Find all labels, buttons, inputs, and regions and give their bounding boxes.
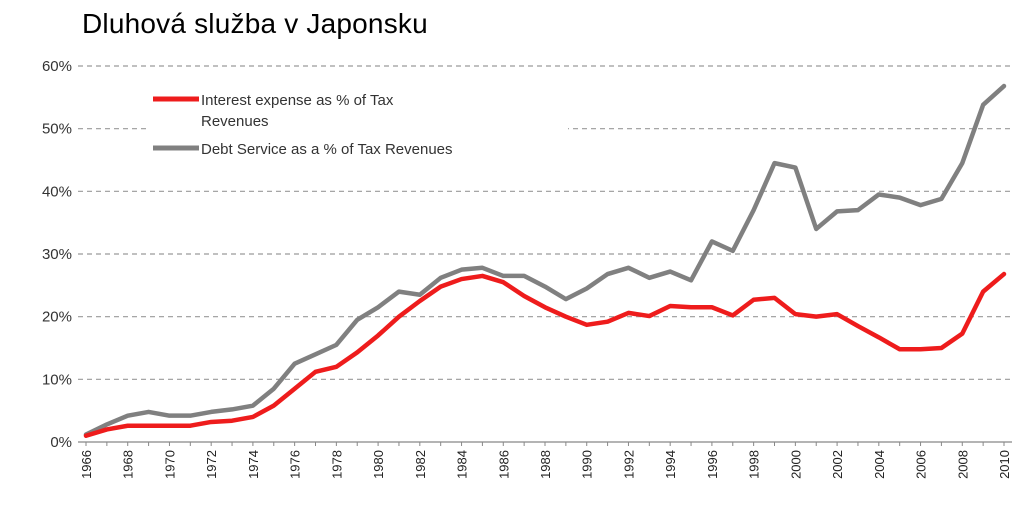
- x-tick-label: 1970: [162, 450, 177, 479]
- x-tick-label: 1986: [496, 450, 511, 479]
- legend-label: Debt Service as a % of Tax Revenues: [201, 141, 453, 158]
- x-tick-label: 2006: [914, 450, 929, 479]
- y-tick-label: 50%: [42, 121, 72, 138]
- legend-label: Interest expense as % of Tax: [201, 92, 394, 109]
- x-axis-tick-labels: 1966 1968 1970 1972 1974 1976 1978 1980 1982 1984…: [79, 450, 1012, 479]
- y-tick-label: 60%: [42, 58, 72, 75]
- x-tick-label: 1972: [204, 450, 219, 479]
- y-tick-label: 20%: [42, 309, 72, 326]
- series-line: [83, 83, 1007, 437]
- legend-background: [148, 86, 568, 166]
- y-tick-label: 10%: [42, 371, 72, 388]
- series-line: [83, 271, 1007, 438]
- y-axis-tick-labels: 0% 10% 20% 30% 40% 50% 60%: [42, 58, 72, 451]
- axes: [78, 441, 1012, 446]
- x-tick-label: 2008: [955, 450, 970, 479]
- x-tick-label: 1978: [329, 450, 344, 479]
- x-tick-label: 1974: [246, 450, 261, 479]
- x-tick-label: 2000: [788, 450, 803, 479]
- x-tick-label: 1988: [538, 450, 553, 479]
- x-tick-label: 1976: [288, 450, 303, 479]
- x-tick-label: 1966: [79, 450, 94, 479]
- x-tick-label: 1994: [663, 450, 678, 479]
- y-tick-label: 40%: [42, 183, 72, 200]
- x-tick-label: 1990: [580, 450, 595, 479]
- y-tick-label: 30%: [42, 246, 72, 263]
- x-tick-label: 1980: [371, 450, 386, 479]
- series-lines: [83, 83, 1007, 438]
- x-tick-label: 1992: [621, 450, 636, 479]
- x-tick-label: 1998: [747, 450, 762, 479]
- x-tick-label: 1984: [455, 450, 470, 479]
- legend-label: Revenues: [201, 113, 269, 130]
- chart-title: Dluhová služba v Japonsku: [82, 8, 428, 39]
- x-tick-label: 1996: [705, 450, 720, 479]
- x-tick-label: 1968: [121, 450, 136, 479]
- x-tick-label: 1982: [413, 450, 428, 479]
- y-tick-label: 0%: [50, 434, 72, 451]
- legend: Interest expense as % of Tax Revenues Debt…: [148, 86, 568, 166]
- x-tick-label: 2002: [830, 450, 845, 479]
- x-tick-label: 2010: [997, 450, 1012, 479]
- x-tick-label: 2004: [872, 450, 887, 479]
